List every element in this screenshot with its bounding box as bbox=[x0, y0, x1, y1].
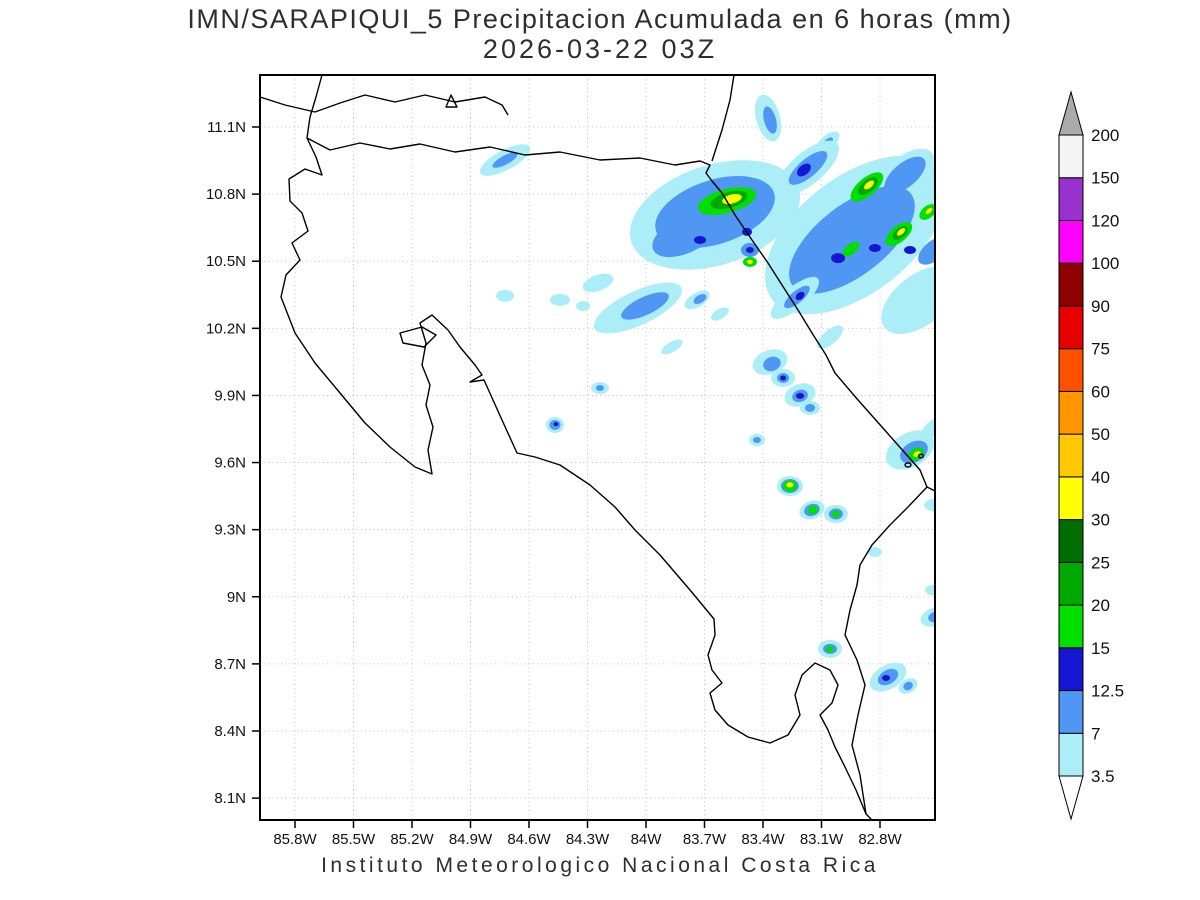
colorbar-band bbox=[1058, 519, 1084, 563]
colorbar-band bbox=[1058, 732, 1084, 777]
colorbar-band bbox=[1058, 390, 1084, 435]
colorbar-level-label: 50 bbox=[1091, 425, 1110, 444]
colorbar: 3.5 7 12.5 15 20 25 30 40 50 60 75 90 100 120 150 200 bbox=[1058, 90, 1124, 821]
colorbar-level-label: 60 bbox=[1091, 382, 1110, 401]
lon-tick-label: 84.6W bbox=[507, 831, 551, 848]
colorbar-level-label: 30 bbox=[1091, 511, 1110, 530]
colorbar-band bbox=[1058, 177, 1084, 221]
lon-tick-label: 83.4W bbox=[741, 831, 785, 848]
lon-tick-label: 82.8W bbox=[858, 831, 902, 848]
map-frame bbox=[259, 74, 936, 821]
lat-tick-label: 9.6N bbox=[214, 455, 246, 472]
precipitation-map: 85.8W 85.5W 85.2W 84.9W 84.6W 84.3W 84W 83.7W 83… bbox=[206, 74, 936, 848]
colorbar-below-arrow bbox=[1058, 775, 1084, 821]
colorbar-level-label: 12.5 bbox=[1091, 682, 1124, 701]
axis-labels: 85.8W 85.5W 85.2W 84.9W 84.6W 84.3W 84W 83.7W 83… bbox=[206, 119, 903, 848]
colorbar-band bbox=[1058, 604, 1084, 649]
colorbar-level-label: 120 bbox=[1091, 211, 1119, 230]
lat-tick-label: 10.8N bbox=[206, 186, 246, 203]
lat-tick-label: 8.1N bbox=[214, 790, 246, 807]
lat-tick-label: 8.4N bbox=[214, 723, 246, 740]
map-caption: Instituto Meteorologico Nacional Costa R… bbox=[321, 854, 879, 877]
lon-tick-label: 85.8W bbox=[273, 831, 317, 848]
colorbar-band bbox=[1058, 262, 1084, 307]
coastlines bbox=[259, 74, 936, 821]
colorbar-level-label: 100 bbox=[1091, 254, 1119, 273]
colorbar-level-label: 3.5 bbox=[1091, 767, 1115, 786]
lat-tick-label: 10.5N bbox=[206, 253, 246, 270]
precipitation-field bbox=[479, 94, 935, 694]
colorbar-level-label: 75 bbox=[1091, 340, 1110, 359]
lon-tick-label: 83.1W bbox=[800, 831, 844, 848]
colorbar-band bbox=[1058, 647, 1084, 692]
colorbar-band bbox=[1058, 690, 1084, 734]
colorbar-level-label: 20 bbox=[1091, 596, 1110, 615]
lat-tick-label: 8.7N bbox=[214, 656, 246, 673]
colorbar-level-label: 150 bbox=[1091, 169, 1119, 188]
colorbar-band bbox=[1058, 219, 1084, 264]
colorbar-band bbox=[1058, 348, 1084, 392]
lat-tick-label: 9.9N bbox=[214, 387, 246, 404]
lat-tick-label: 9.3N bbox=[214, 522, 246, 539]
lon-tick-label: 84.3W bbox=[566, 831, 610, 848]
colorbar-level-label: 90 bbox=[1091, 297, 1110, 316]
lat-tick-label: 11.1N bbox=[207, 119, 246, 136]
lon-tick-label: 85.2W bbox=[390, 831, 434, 848]
lon-tick-label: 84.9W bbox=[449, 831, 493, 848]
colorbar-labels: 3.5 7 12.5 15 20 25 30 40 50 60 75 90 100 120 150 200 bbox=[1091, 126, 1124, 786]
colorbar-level-label: 40 bbox=[1091, 468, 1110, 487]
colorbar-band bbox=[1058, 561, 1084, 606]
lon-tick-label: 83.7W bbox=[683, 831, 727, 848]
colorbar-level-label: 15 bbox=[1091, 639, 1110, 658]
page-title: IMN/SARAPIQUI_5 Precipitacion Acumulada … bbox=[187, 4, 1013, 34]
colorbar-level-label: 7 bbox=[1091, 724, 1100, 743]
axis-ticks bbox=[252, 126, 881, 828]
colorbar-band bbox=[1058, 134, 1084, 179]
lat-tick-label: 9N bbox=[227, 589, 246, 606]
lon-tick-label: 85.5W bbox=[332, 831, 376, 848]
lat-tick-label: 10.2N bbox=[206, 320, 246, 337]
colorbar-band bbox=[1058, 476, 1084, 521]
colorbar-above-arrow bbox=[1058, 90, 1084, 136]
valid-time-subtitle: 2026-03-22 03Z bbox=[482, 34, 718, 64]
colorbar-band bbox=[1058, 305, 1084, 350]
colorbar-band bbox=[1058, 433, 1084, 478]
colorbar-level-label: 25 bbox=[1091, 553, 1110, 572]
lon-tick-label: 84W bbox=[631, 831, 663, 848]
colorbar-level-label: 200 bbox=[1091, 126, 1119, 145]
